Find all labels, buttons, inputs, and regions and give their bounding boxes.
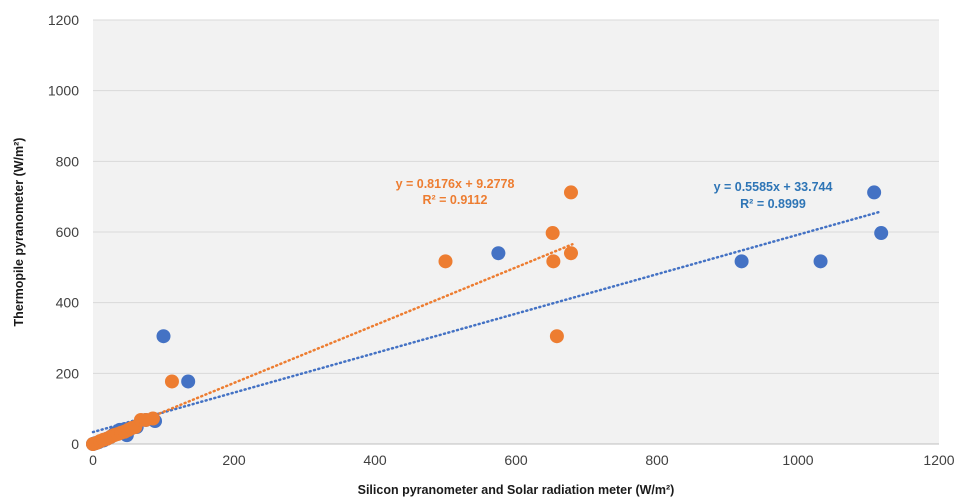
data-point-series-0 [491,246,506,261]
data-point-series-1 [549,329,564,344]
orange-trend-r2: R² = 0.9112 [423,193,488,207]
data-point-series-1 [563,185,578,200]
data-point-series-0 [734,254,749,269]
data-point-series-1 [546,254,561,269]
orange-trend-equation: y = 0.8176x + 9.2778 [396,177,515,191]
gridlines [93,19,939,445]
y-tick-label: 200 [56,365,80,381]
data-point-series-1 [145,411,160,426]
blue-trend-r2: R² = 0.8999 [740,197,806,211]
y-tick-label: 1200 [48,12,79,28]
data-point-series-0 [156,329,171,344]
x-axis-title: Silicon pyranometer and Solar radiation … [358,483,675,497]
x-tick-label: 200 [222,452,246,468]
blue-trend-equation: y = 0.5585x + 33.744 [714,180,833,194]
trendlines [91,210,883,442]
x-tick-label: 800 [645,452,669,468]
y-axis-title: Thermopile pyranometer (W/m²) [12,138,26,327]
data-point-series-0 [813,254,828,269]
data-point-series-1 [164,374,179,389]
data-point-series-1 [545,226,560,241]
data-points [86,185,889,451]
data-point-series-0 [181,374,196,389]
y-axis-ticks: 0 200 400 600 800 1000 1200 [48,12,79,452]
data-point-series-0 [874,226,889,241]
data-point-series-0 [867,185,882,200]
x-tick-label: 0 [89,452,97,468]
trendline-series-0 [91,210,883,434]
x-tick-label: 600 [504,452,528,468]
y-tick-label: 1000 [48,83,79,99]
x-tick-label: 400 [363,452,387,468]
x-tick-label: 1200 [923,452,954,468]
trendline-series-1 [91,243,574,442]
x-axis-ticks: 0 200 400 600 800 1000 1200 [89,452,955,468]
y-tick-label: 800 [56,153,80,169]
y-tick-label: 400 [56,295,80,311]
y-tick-label: 0 [71,436,79,452]
data-point-series-1 [438,254,453,269]
y-tick-label: 600 [56,224,80,240]
data-point-series-1 [563,246,578,261]
x-tick-label: 1000 [782,452,813,468]
